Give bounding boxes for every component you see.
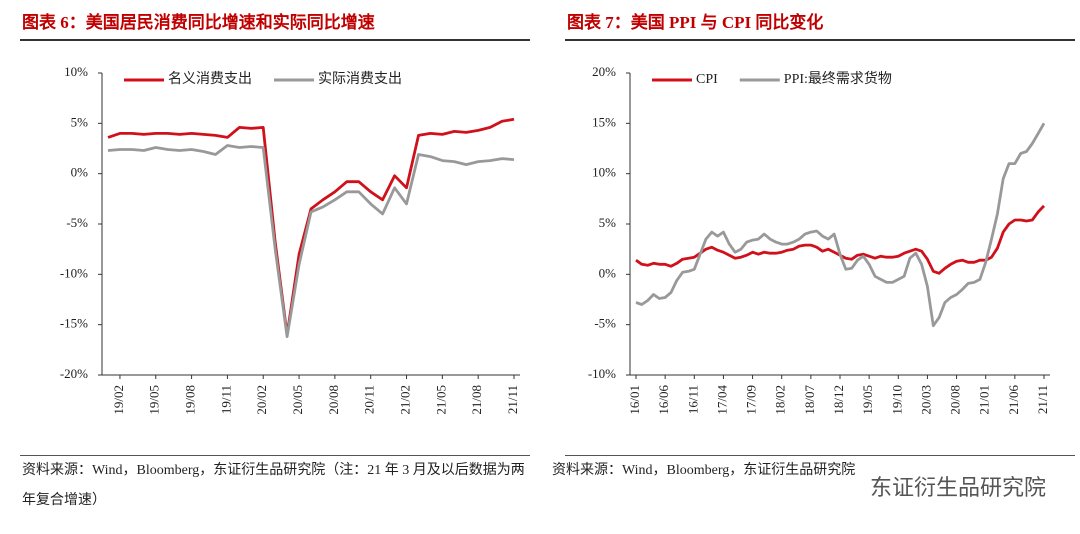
legend-label: CPI [696, 72, 718, 87]
y-tick-label: 15% [592, 114, 616, 129]
x-tick-label: 21/11 [505, 385, 520, 414]
x-tick-label: 20/08 [326, 385, 341, 415]
y-tick-label: 0% [71, 165, 89, 180]
y-tick-label: 0% [599, 265, 617, 280]
title-rule [565, 39, 1075, 41]
y-tick-label: -20% [60, 366, 88, 381]
legend-label: PPI:最终需求货物 [784, 70, 892, 87]
legend-label: 实际消费支出 [318, 71, 402, 87]
x-tick-label: 19/05 [147, 385, 162, 415]
x-tick-label: 19/10 [889, 385, 904, 415]
x-tick-label: 21/06 [1006, 385, 1021, 415]
y-tick-label: 5% [599, 215, 617, 230]
title-rule [20, 39, 530, 41]
x-tick-label: 20/05 [290, 385, 305, 415]
x-tick-label: 20/02 [254, 385, 269, 415]
y-tick-label: -5% [66, 215, 88, 230]
x-tick-label: 17/04 [714, 385, 729, 415]
source-note: 资料来源：Wind，Bloomberg，东证衍生品研究院 [552, 463, 856, 478]
x-tick-label: 21/08 [469, 385, 484, 415]
x-tick-label: 19/05 [860, 385, 875, 415]
y-tick-label: -10% [588, 366, 616, 381]
series-line [107, 117, 515, 337]
x-tick-label: 20/03 [918, 385, 933, 415]
x-tick-label: 17/09 [744, 385, 759, 415]
x-tick-label: 21/02 [398, 385, 413, 415]
y-tick-label: -15% [60, 316, 88, 331]
x-tick-label: 19/02 [111, 385, 126, 415]
x-tick-label: 18/02 [773, 385, 788, 415]
series-line [107, 144, 515, 339]
source-note: 资料来源：Wind，Bloomberg，东证衍生品研究院（注：21 年 3 月及… [22, 463, 525, 508]
x-tick-label: 20/11 [362, 385, 377, 414]
y-tick-label: 20% [592, 64, 616, 79]
series-line [635, 122, 1046, 328]
chart-title: 图表 6：美国居民消费同比增速和实际同比增速 [22, 12, 375, 32]
y-tick-label: -5% [594, 316, 616, 331]
x-tick-label: 19/11 [218, 385, 233, 414]
note-rule [20, 455, 530, 456]
y-tick-label: 10% [592, 165, 616, 180]
x-tick-label: 16/06 [656, 385, 671, 415]
y-tick-label: -10% [60, 265, 88, 280]
watermark: 东证衍生品研究院 [869, 476, 1046, 501]
x-tick-label: 18/12 [831, 385, 846, 415]
x-tick-label: 21/01 [977, 385, 992, 415]
chart-title: 图表 7：美国 PPI 与 CPI 同比变化 [567, 12, 823, 32]
x-tick-label: 16/11 [685, 385, 700, 414]
x-tick-label: 20/08 [948, 385, 963, 415]
y-tick-label: 10% [64, 64, 88, 79]
x-tick-label: 21/11 [1035, 385, 1050, 414]
legend-label: 名义消费支出 [168, 71, 252, 87]
x-tick-label: 16/01 [627, 385, 642, 415]
x-tick-label: 18/07 [802, 385, 817, 415]
note-rule [565, 455, 1075, 456]
x-tick-label: 19/08 [183, 385, 198, 415]
y-tick-label: 5% [71, 114, 89, 129]
x-tick-label: 21/05 [433, 385, 448, 415]
